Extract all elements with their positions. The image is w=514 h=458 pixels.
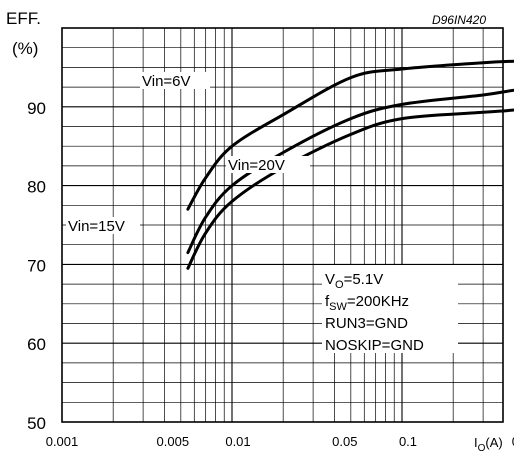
series-line-vin-20v [186,108,514,270]
y-axis-label-unit: (%) [12,39,38,58]
y-tick-label: 60 [27,335,46,354]
x-tick-label: 0.5 [512,434,514,449]
series-label-6v: Vin=6V [142,73,191,90]
y-tick-label: 70 [27,256,46,275]
x-tick-label: 0.001 [46,434,79,449]
x-axis-label: IO(A) [474,435,503,454]
x-tick-label: 0.01 [225,434,250,449]
x-axis-label-unit: (A) [485,435,502,450]
x-tick-label: 0.005 [157,434,190,449]
series-layer [186,59,514,270]
condition-noskip: NOSKIP=GND [325,337,424,354]
label-bg-20v [226,156,310,173]
conditions-box [322,265,458,353]
x-axis-label-main: I [474,435,478,450]
y-tick-labels: 50 60 70 80 90 [27,99,46,433]
y-tick-label: 50 [27,414,46,433]
condition-run3: RUN3=GND [325,315,408,332]
x-axis-label-sub: O [478,443,486,454]
figure-id: D96IN420 [432,13,486,27]
series-line-vin-6v [186,59,514,211]
y-tick-label: 90 [27,99,46,118]
x-tick-label: 0.05 [332,434,357,449]
y-axis-label-eff: EFF. [6,9,41,28]
label-bg-15v [66,217,140,234]
condition-fsw: fSW=200KHz [325,293,409,313]
y-tick-label: 80 [27,178,46,197]
label-bg-6v [140,72,210,89]
condition-vo: VO=5.1V [325,271,383,291]
plot-frame [61,27,504,423]
series-label-20v: Vin=20V [228,157,285,174]
series-label-15v: Vin=15V [68,218,125,235]
series-line-vin-15v [186,88,514,255]
x-tick-label: 0.1 [399,434,417,449]
